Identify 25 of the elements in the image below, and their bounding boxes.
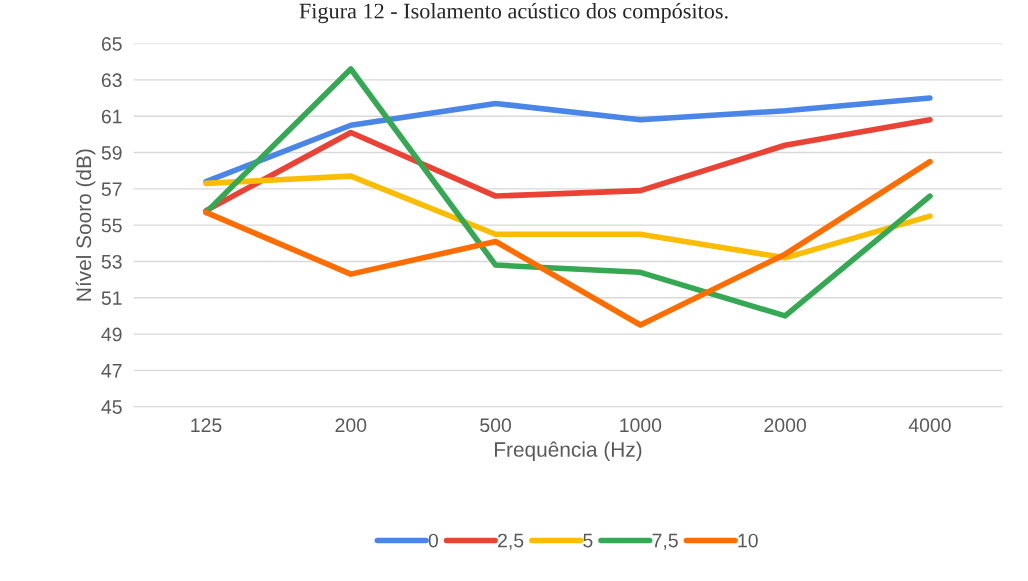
x-tick-label: 1000: [620, 418, 662, 433]
legend-label: 7,5: [652, 533, 678, 550]
x-tick-label: 500: [480, 418, 512, 433]
y-axis-title: Nível Sooro (dB): [75, 149, 96, 301]
legend-label: 10: [738, 533, 758, 548]
legend-label: 0: [428, 533, 438, 548]
legend-label: 2,5: [498, 533, 524, 550]
chart-title: Figura 12 - Isolamento acústico dos compósitos.: [299, 2, 728, 24]
y-tick-label: 53: [101, 254, 122, 269]
y-tick-label: 57: [101, 182, 122, 197]
x-tick-label: 125: [191, 418, 222, 433]
legend-label: 5: [583, 533, 593, 548]
x-tick-label: 4000: [908, 418, 951, 433]
x-axis-title: Frequência (Hz): [495, 441, 642, 461]
y-tick-label: 59: [101, 145, 122, 160]
y-tick-label: 65: [101, 37, 122, 51]
x-tick-label: 200: [335, 418, 367, 433]
y-tick-label: 55: [101, 218, 122, 233]
y-tick-label: 45: [101, 400, 122, 414]
y-tick-label: 49: [101, 327, 122, 342]
x-tick-label: 2000: [764, 418, 806, 433]
y-tick-label: 61: [101, 109, 122, 124]
y-tick-label: 51: [101, 291, 122, 305]
y-tick-label: 47: [101, 364, 122, 378]
y-tick-label: 63: [101, 73, 122, 88]
